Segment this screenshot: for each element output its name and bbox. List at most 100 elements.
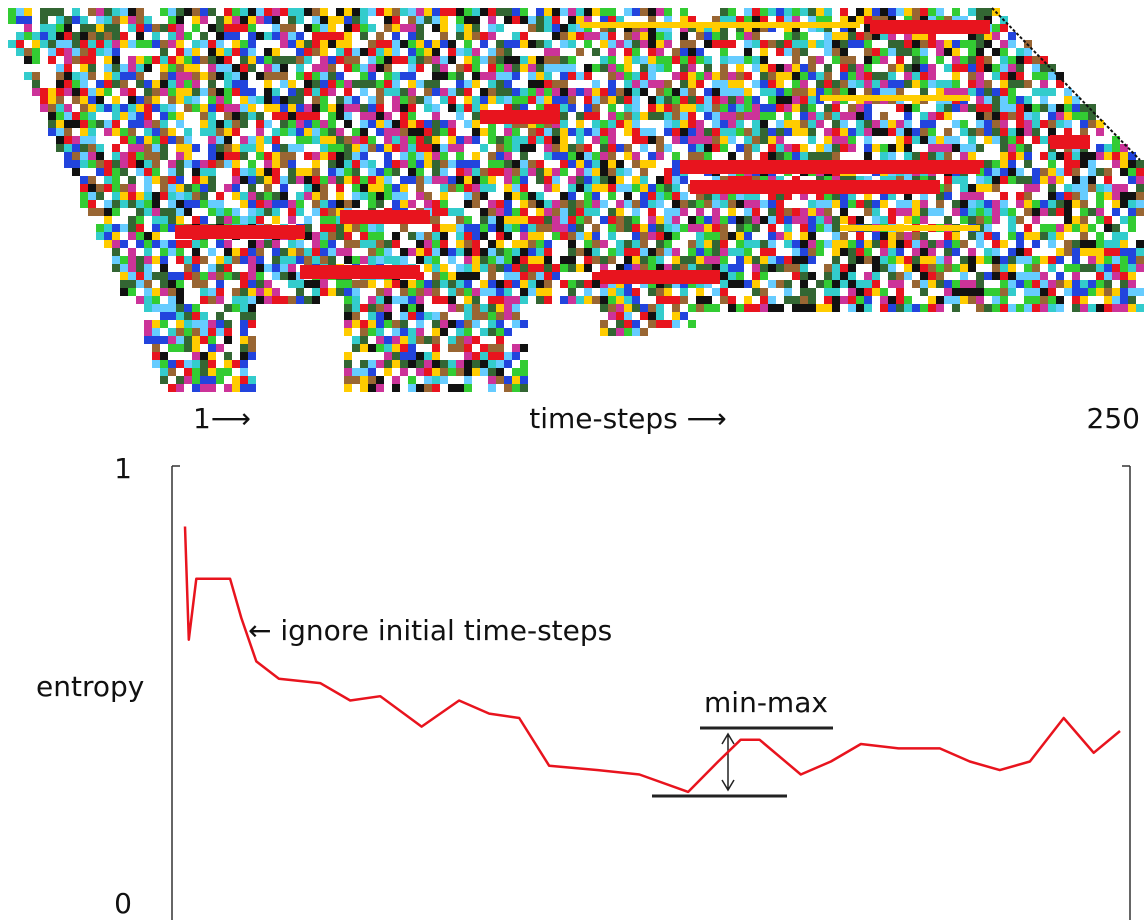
pattern-cell	[1096, 256, 1104, 264]
pattern-cell	[632, 136, 640, 144]
pattern-cell	[200, 56, 208, 64]
pattern-cell	[432, 120, 440, 128]
pattern-cell	[552, 168, 560, 176]
pattern-cell	[720, 72, 728, 80]
pattern-cell	[592, 184, 600, 192]
pattern-cell	[792, 96, 800, 104]
pattern-cell	[848, 16, 856, 24]
pattern-cell	[536, 136, 544, 144]
pattern-cell	[88, 32, 96, 40]
pattern-cell	[1000, 200, 1008, 208]
pattern-cell	[904, 208, 912, 216]
pattern-cell	[272, 128, 280, 136]
pattern-cell	[360, 336, 368, 344]
pattern-cell	[784, 264, 792, 272]
pattern-cell	[792, 304, 800, 312]
pattern-cell	[576, 32, 584, 40]
pattern-cell	[344, 376, 352, 384]
pattern-cell	[1024, 144, 1032, 152]
pattern-cell	[240, 176, 248, 184]
pattern-cell	[232, 384, 240, 392]
pattern-cell	[856, 248, 864, 256]
pattern-cell	[120, 160, 128, 168]
pattern-cell	[832, 104, 840, 112]
pattern-cell	[744, 88, 752, 96]
pattern-cell	[416, 232, 424, 240]
pattern-cell	[112, 40, 120, 48]
pattern-cell	[448, 248, 456, 256]
pattern-cell	[344, 120, 352, 128]
pattern-cell	[272, 160, 280, 168]
pattern-cell	[632, 320, 640, 328]
pattern-cell	[184, 184, 192, 192]
pattern-cell	[736, 232, 744, 240]
pattern-cell	[296, 56, 304, 64]
pattern-cell	[456, 264, 464, 272]
pattern-cell	[368, 384, 376, 392]
pattern-cell	[560, 32, 568, 40]
pattern-cell	[960, 88, 968, 96]
pattern-cell	[800, 64, 808, 72]
pattern-cell	[1064, 104, 1072, 112]
pattern-cell	[176, 72, 184, 80]
pattern-cell	[672, 256, 680, 264]
pattern-cell	[800, 280, 808, 288]
pattern-cell	[1000, 296, 1008, 304]
pattern-cell	[696, 224, 704, 232]
pattern-cell	[520, 168, 528, 176]
pattern-cell	[120, 272, 128, 280]
pattern-cell	[792, 272, 800, 280]
pattern-cell	[112, 248, 120, 256]
pattern-cell	[848, 304, 856, 312]
pattern-cell	[1056, 296, 1064, 304]
pattern-cell	[1064, 168, 1072, 176]
pattern-cell	[952, 280, 960, 288]
pattern-cell	[480, 216, 488, 224]
pattern-cell	[784, 216, 792, 224]
pattern-cell	[456, 328, 464, 336]
pattern-cell	[984, 64, 992, 72]
pattern-cell	[552, 24, 560, 32]
pattern-cell	[184, 32, 192, 40]
pattern-cell	[576, 88, 584, 96]
pattern-cell	[960, 192, 968, 200]
pattern-cell	[256, 72, 264, 80]
pattern-cell	[216, 280, 224, 288]
pattern-cell	[240, 312, 248, 320]
pattern-cell	[312, 256, 320, 264]
pattern-cell	[1120, 216, 1128, 224]
pattern-cell	[1056, 248, 1064, 256]
pattern-cell	[376, 8, 384, 16]
pattern-cell	[896, 104, 904, 112]
pattern-cell	[480, 128, 488, 136]
pattern-cell	[128, 96, 136, 104]
pattern-cell	[1024, 232, 1032, 240]
pattern-cell	[448, 272, 456, 280]
pattern-cell	[1008, 232, 1016, 240]
pattern-cell	[552, 104, 560, 112]
pattern-cell	[936, 56, 944, 64]
pattern-cell	[200, 272, 208, 280]
pattern-cell	[1112, 152, 1120, 160]
pattern-cell	[208, 352, 216, 360]
pattern-cell	[408, 152, 416, 160]
pattern-cell	[1032, 120, 1040, 128]
pattern-cell	[712, 208, 720, 216]
pattern-cell	[360, 128, 368, 136]
pattern-cell	[504, 104, 512, 112]
pattern-cell	[1000, 208, 1008, 216]
pattern-cell	[224, 48, 232, 56]
pattern-cell	[344, 312, 352, 320]
pattern-cell	[384, 24, 392, 32]
pattern-cell	[616, 224, 624, 232]
pattern-cell	[472, 128, 480, 136]
pattern-cell	[472, 136, 480, 144]
pattern-cell	[648, 152, 656, 160]
pattern-cell	[512, 168, 520, 176]
pattern-cell	[712, 264, 720, 272]
pattern-cell	[520, 152, 528, 160]
pattern-cell	[456, 288, 464, 296]
pattern-cell	[480, 72, 488, 80]
pattern-cell	[1032, 168, 1040, 176]
pattern-cell	[504, 296, 512, 304]
